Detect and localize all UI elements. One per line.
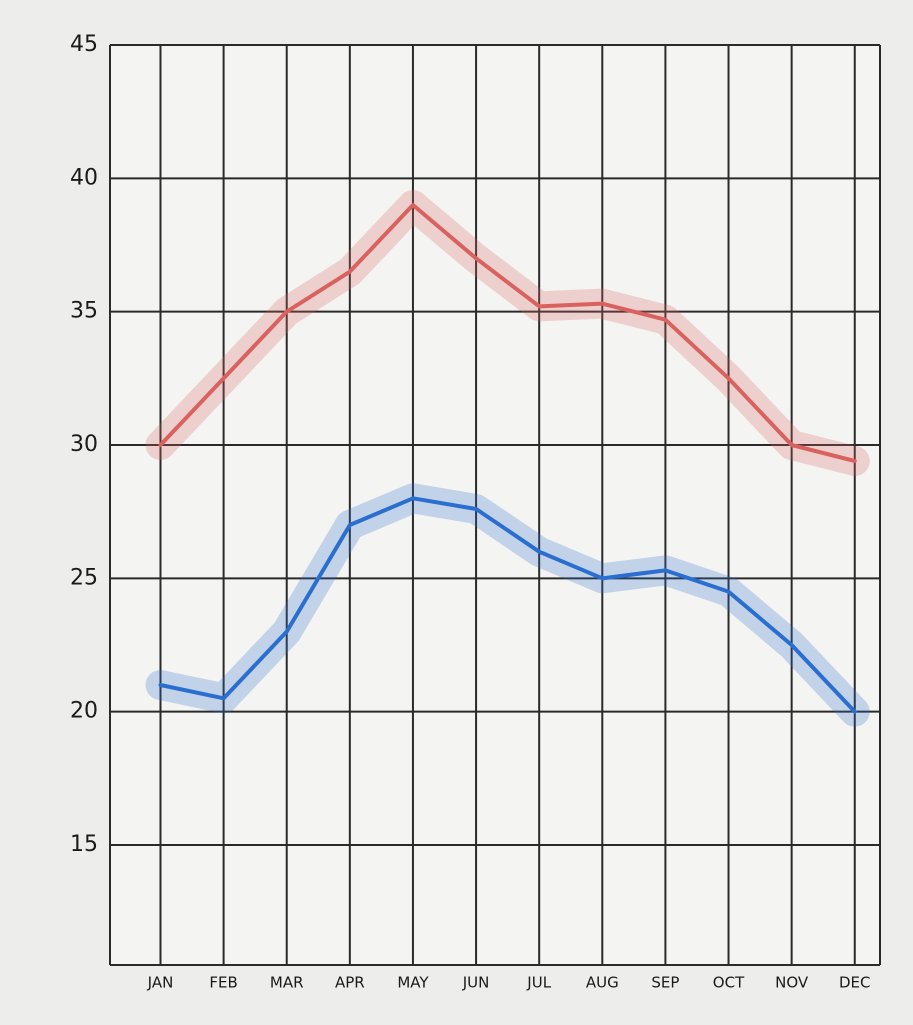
- x-tick-label: JUN: [462, 974, 490, 992]
- y-tick-label: 20: [70, 699, 98, 724]
- y-tick-label: 15: [70, 832, 98, 857]
- plot-area: [110, 45, 880, 965]
- x-tick-label: FEB: [209, 974, 237, 992]
- series-line: [158, 496, 857, 714]
- x-tick-label: SEP: [651, 974, 679, 992]
- x-tick-label: AUG: [586, 974, 619, 992]
- x-tick-label: NOV: [775, 974, 809, 992]
- x-tick-label: JUL: [526, 974, 551, 992]
- y-tick-label: 25: [70, 565, 98, 590]
- y-tick-label: 40: [70, 165, 98, 190]
- x-tick-label: OCT: [713, 974, 745, 992]
- x-tick-label: MAR: [270, 974, 304, 992]
- series-line: [158, 203, 857, 463]
- y-tick-label: 45: [70, 32, 98, 57]
- x-tick-label: APR: [335, 974, 365, 992]
- x-tick-label: DEC: [839, 974, 871, 992]
- x-tick-label: JAN: [147, 974, 174, 992]
- y-tick-label: 35: [70, 299, 98, 324]
- y-tick-label: 30: [70, 432, 98, 457]
- x-tick-label: MAY: [397, 974, 429, 992]
